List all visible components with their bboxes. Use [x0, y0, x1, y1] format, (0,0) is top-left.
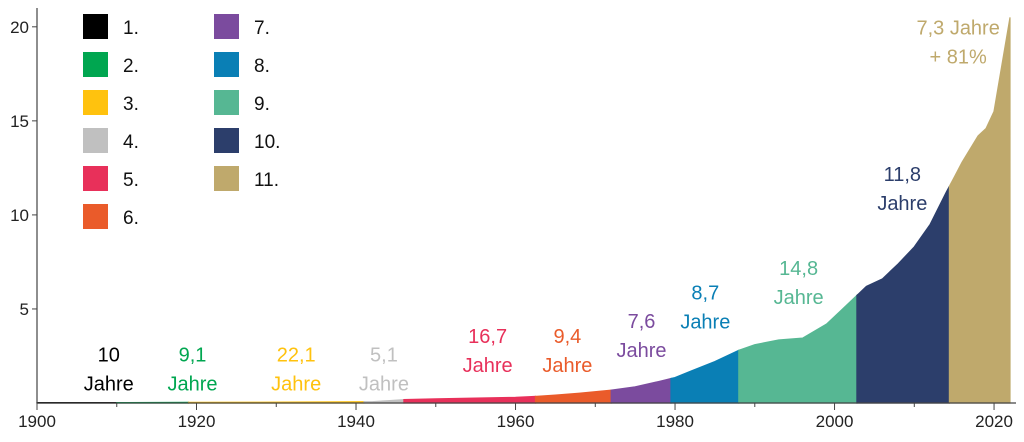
annotation-label: 7,3 Jahre: [916, 17, 999, 39]
annotation-label: Jahre: [463, 355, 513, 377]
annotation-label: Jahre: [168, 374, 218, 396]
y-tick-label: 20: [10, 18, 29, 37]
x-tick-label: 2000: [816, 412, 854, 431]
x-tick-label: 1980: [656, 412, 694, 431]
legend-label: 6.: [123, 208, 139, 229]
annotation-label: Jahre: [542, 355, 592, 377]
legend-swatch: [214, 128, 239, 153]
legend-swatch: [83, 166, 108, 191]
legend-label: 1.: [123, 18, 139, 39]
annotation-label: Jahre: [774, 287, 824, 309]
area-segment-10: [856, 186, 950, 404]
legend-label: 4.: [123, 132, 139, 153]
legend-swatch: [83, 52, 108, 77]
legend-swatch: [83, 204, 108, 229]
annotation-label: 8,7: [691, 283, 719, 305]
x-tick-label: 1920: [178, 412, 216, 431]
axes: 1900 1920 1940 1960 1980 2000 2020 5 10 15 20: [10, 8, 1016, 431]
legend-label: 7.: [254, 18, 270, 39]
legend-swatch: [83, 14, 108, 39]
legend-swatch: [83, 128, 108, 153]
x-tick-label: 2020: [975, 412, 1013, 431]
legend-swatch: [214, 166, 239, 191]
annotation-label: + 81%: [930, 46, 987, 68]
y-tick-label: 15: [10, 112, 29, 131]
annotation-label: Jahre: [84, 374, 134, 396]
x-tick-label: 1960: [497, 412, 535, 431]
y-tick-label: 10: [10, 206, 29, 225]
annotations: 10 Jahre 9,1 Jahre 22,1 Jahre 5,1 Jahre 16,7 Jahr…: [84, 17, 1000, 395]
annotation-label: Jahre: [680, 312, 730, 334]
area-segments: [36, 17, 1011, 404]
annotation-label: 14,8: [779, 258, 818, 280]
annotation-label: Jahre: [359, 374, 409, 396]
annotation-label: 9,4: [553, 326, 581, 348]
annotation-label: 22,1: [277, 345, 316, 367]
annotation-label: Jahre: [271, 374, 321, 396]
annotation-label: 5,1: [370, 345, 398, 367]
annotation-label: 10: [98, 345, 120, 367]
legend-label: 9.: [254, 94, 270, 115]
area-segment-11: [948, 17, 1011, 404]
legend-label: 8.: [254, 56, 270, 77]
legend-swatch: [214, 14, 239, 39]
annotation-label: Jahre: [877, 193, 927, 215]
y-tick-label: 5: [20, 300, 29, 319]
legend-label: 5.: [123, 170, 139, 191]
x-tick-label: 1900: [18, 412, 56, 431]
legend-swatch: [214, 90, 239, 115]
legend-label: 2.: [123, 56, 139, 77]
x-tick-label: 1940: [337, 412, 375, 431]
area-segment-9: [738, 294, 858, 404]
legend-swatch: [83, 90, 108, 115]
annotation-label: 7,6: [628, 311, 656, 333]
annotation-label: 11,8: [884, 164, 921, 186]
annotation-label: 16,7: [468, 326, 507, 348]
annotation-label: 9,1: [179, 345, 207, 367]
area-segment-7: [610, 377, 672, 404]
annotation-label: Jahre: [617, 340, 667, 362]
legend-swatch: [214, 52, 239, 77]
legend-label: 10.: [254, 132, 280, 153]
legend-label: 11.: [254, 170, 279, 191]
legend: 1. 2. 3. 4. 5. 6. 7. 8. 9. 10. 11.: [83, 14, 280, 229]
legend-label: 3.: [123, 94, 139, 115]
area-segment-5: [403, 395, 537, 404]
area-segment-6: [534, 389, 612, 404]
area-segment-8: [670, 349, 740, 404]
